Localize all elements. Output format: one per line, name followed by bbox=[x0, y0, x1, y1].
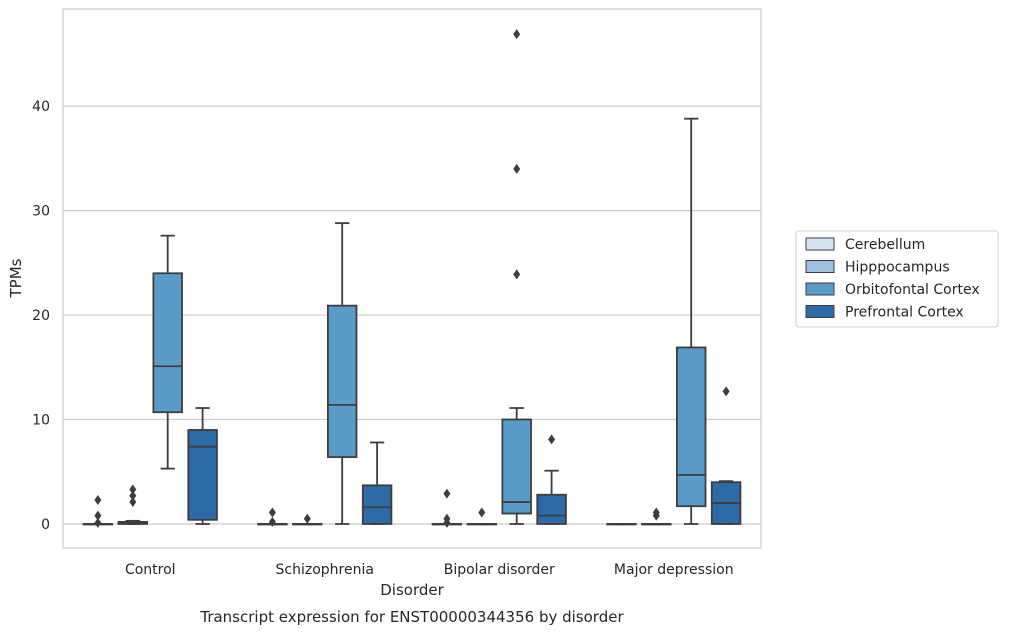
chart-caption: Transcript expression for ENST0000034435… bbox=[199, 608, 624, 626]
outlier-point bbox=[652, 507, 660, 518]
box-prefrontal-cortex-bipolar-disorder bbox=[536, 434, 567, 525]
legend-label-orbitofontal-cortex: Orbitofontal Cortex bbox=[845, 282, 980, 298]
box-prefrontal-cortex-control bbox=[187, 407, 218, 525]
legend-label-cerebellum: Cerebellum bbox=[845, 237, 925, 253]
legend-swatch-cerebellum bbox=[805, 237, 835, 251]
outlier-point bbox=[303, 513, 311, 524]
outlier-point bbox=[94, 517, 102, 528]
box-body bbox=[501, 418, 532, 515]
box-orbitofontal-cortex-schizophrenia bbox=[326, 222, 358, 525]
x-tick-label-schizophrenia: Schizophrenia bbox=[276, 562, 374, 578]
legend-label-prefrontal-cortex: Prefrontal Cortex bbox=[845, 305, 964, 321]
x-tick-label-bipolar-disorder: Bipolar disorder bbox=[444, 562, 555, 578]
x-tick-label-control: Control bbox=[125, 562, 176, 578]
outlier-point bbox=[129, 490, 137, 501]
y-tick-label: 40 bbox=[32, 99, 50, 115]
box-body bbox=[152, 272, 183, 414]
box-orbitofontal-cortex-control bbox=[152, 234, 183, 470]
plot-area-frame bbox=[62, 8, 762, 549]
box-orbitofontal-cortex-major-depression bbox=[675, 117, 707, 525]
x-axis-ticks: Control Schizophrenia Bipolar disorder Majo… bbox=[125, 562, 734, 578]
box-cerebellum-bipolar-disorder bbox=[431, 488, 463, 528]
outlier-point bbox=[94, 510, 102, 521]
x-tick-label-major-depression: Major depression bbox=[614, 562, 734, 578]
box-series-layer bbox=[82, 29, 742, 528]
box-hipppocampus-bipolar-disorder bbox=[466, 507, 498, 526]
legend-frame bbox=[795, 230, 999, 328]
outlier-point bbox=[513, 29, 521, 40]
outlier-point bbox=[268, 516, 276, 527]
outlier-point bbox=[94, 494, 102, 505]
box-cerebellum-control bbox=[82, 494, 114, 528]
outlier-point bbox=[548, 434, 556, 445]
box-prefrontal-cortex-major-depression bbox=[710, 386, 742, 525]
box-hipppocampus-schizophrenia bbox=[292, 513, 323, 526]
y-tick-label: 10 bbox=[32, 413, 50, 429]
y-tick-label: 20 bbox=[32, 308, 50, 324]
box-body bbox=[675, 346, 707, 508]
outlier-point bbox=[513, 269, 521, 280]
box-cerebellum-major-depression bbox=[606, 523, 637, 526]
outlier-point bbox=[129, 484, 137, 495]
outlier-point bbox=[722, 386, 730, 397]
legend-swatch-prefrontal-cortex bbox=[805, 305, 835, 318]
box-body bbox=[187, 429, 218, 521]
box-prefrontal-cortex-schizophrenia bbox=[361, 441, 393, 525]
outlier-point bbox=[513, 163, 521, 174]
box-body bbox=[361, 484, 393, 525]
x-axis-label: Disorder bbox=[380, 581, 444, 599]
legend: Cerebellum Hipppocampus Orbitofontal Corte… bbox=[795, 230, 999, 328]
legend-label-hipppocampus: Hipppocampus bbox=[845, 260, 950, 276]
box-hipppocampus-major-depression bbox=[641, 507, 672, 526]
y-tick-label: 30 bbox=[32, 204, 50, 220]
box-hipppocampus-control bbox=[117, 484, 149, 525]
outlier-point bbox=[478, 507, 486, 518]
y-tick-label: 0 bbox=[41, 517, 50, 533]
y-axis-label: TPMs bbox=[7, 258, 25, 298]
box-body bbox=[536, 493, 567, 525]
y-axis-ticks: 0 10 20 30 40 bbox=[32, 99, 50, 533]
outlier-point bbox=[443, 513, 451, 524]
box-orbitofontal-cortex-bipolar-disorder bbox=[501, 29, 532, 525]
legend-swatch-orbitofontal-cortex bbox=[805, 282, 835, 296]
legend-swatch-hipppocampus bbox=[805, 260, 835, 273]
box-cerebellum-schizophrenia bbox=[257, 507, 288, 527]
outlier-point bbox=[268, 507, 276, 518]
box-body bbox=[326, 304, 358, 459]
outlier-point bbox=[129, 497, 137, 508]
outlier-point bbox=[443, 488, 451, 499]
